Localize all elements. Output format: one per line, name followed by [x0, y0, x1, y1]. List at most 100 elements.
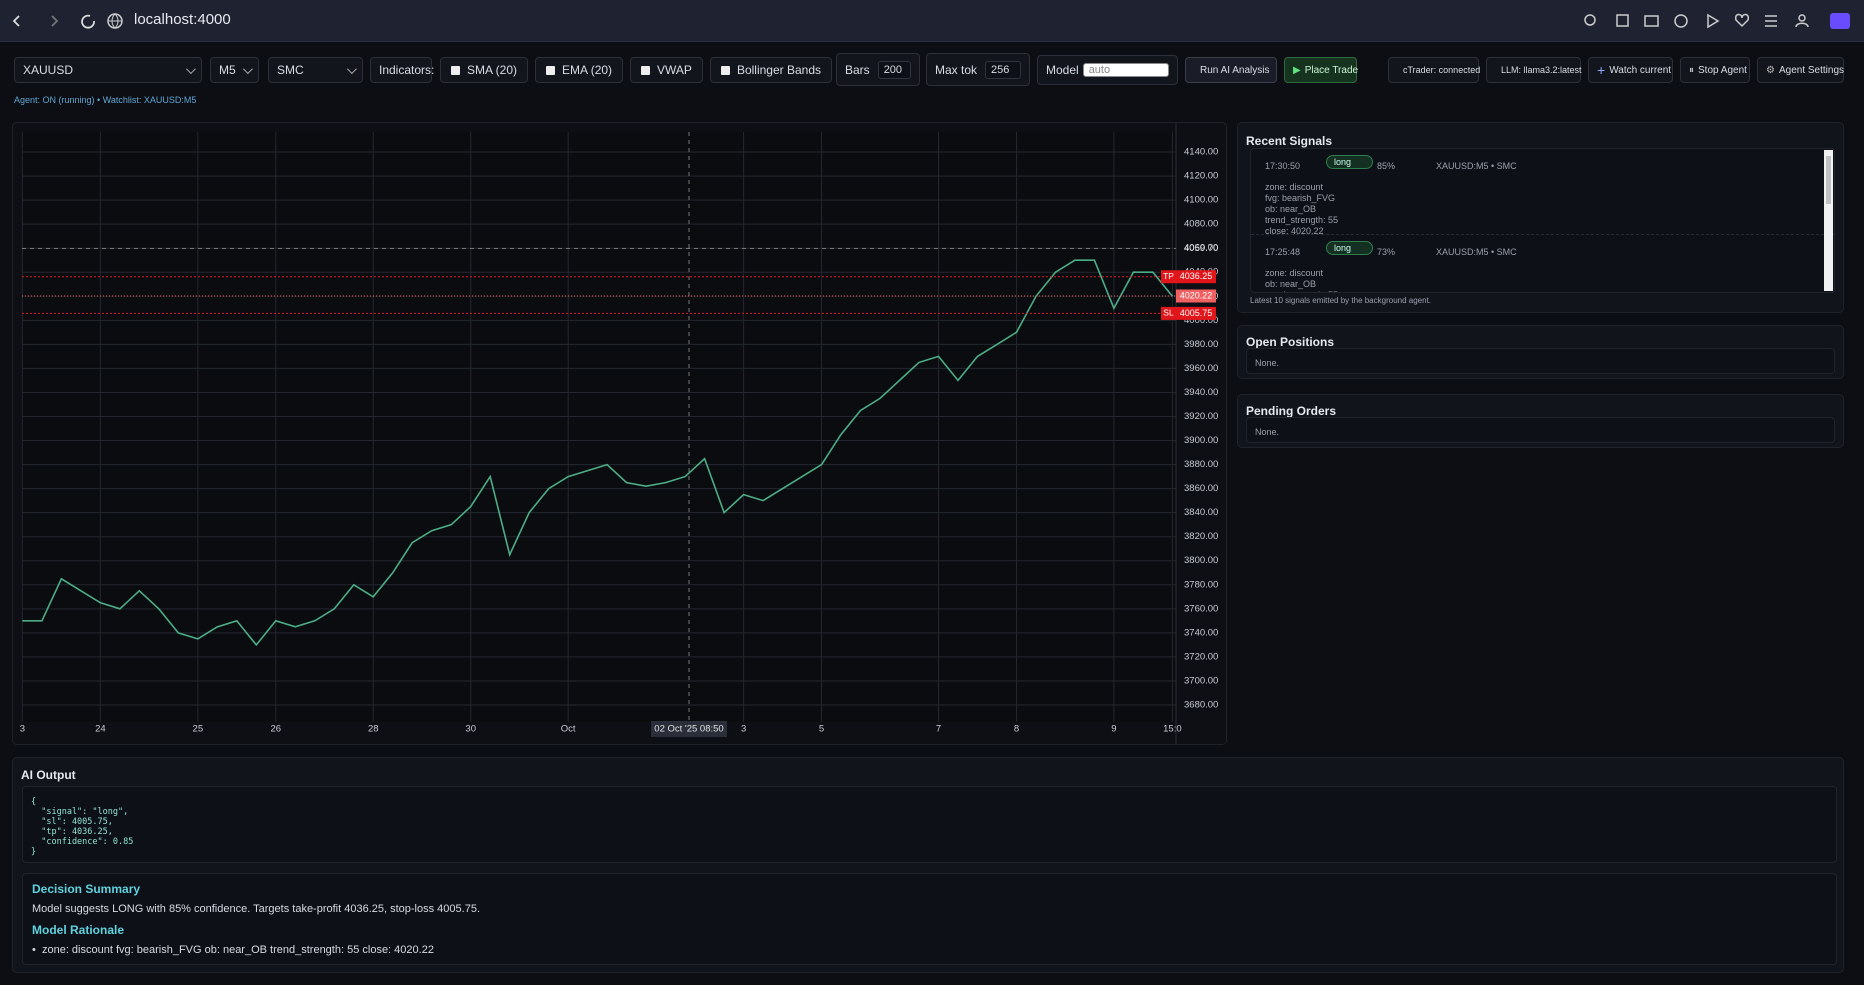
signals-footer: Latest 10 signals emitted by the backgro… — [1250, 296, 1432, 305]
y-tick-label: 3940.00 — [1184, 387, 1218, 398]
level-value-box — [1176, 306, 1216, 320]
place-trade-label: Place Trade — [1304, 64, 1359, 76]
model-label: Model — [1046, 63, 1079, 77]
signal-detail: zone: discount — [1265, 182, 1324, 192]
strategy-select[interactable]: SMC — [268, 57, 363, 83]
settings-label: Agent Settings — [1778, 64, 1845, 76]
model-input[interactable]: auto — [1082, 63, 1169, 77]
browser-bar: localhost:4000 — [0, 0, 1864, 42]
x-tick-label: 3 — [20, 724, 25, 735]
ai-json: { "signal": "long", "sl": 4005.75, "tp":… — [31, 797, 134, 857]
symbol: XAUUSD — [23, 63, 74, 77]
max-tokens-field: Max tok 256 — [926, 53, 1030, 86]
x-tick-label: 5 — [819, 724, 824, 735]
positions-empty: None. — [1246, 348, 1835, 374]
signal-time: 17:25:48 — [1265, 247, 1301, 257]
level-tag-box — [1161, 306, 1176, 320]
status-llm: LLM: llama3.2:latest — [1486, 57, 1582, 83]
signal-side: long — [1326, 241, 1373, 255]
orders-panel: Pending Orders None. — [1237, 394, 1844, 448]
crosshair-time-box — [651, 721, 727, 737]
plot-area — [22, 132, 1176, 722]
nav-icons — [12, 14, 95, 29]
y-tick-label: 3960.00 — [1184, 363, 1218, 374]
y-tick-label: 3680.00 — [1184, 699, 1218, 710]
settings-button[interactable]: ⚙ Agent Settings — [1757, 57, 1844, 83]
indicator-label: SMA (20) — [467, 63, 518, 77]
indicator-toggle[interactable]: SMA (20) — [440, 57, 529, 83]
status-text: cTrader: connected — [1403, 65, 1481, 75]
indicators-label: Indicators: — [370, 57, 434, 83]
browser-actions — [1584, 13, 1850, 29]
y-tick-label: 4080.00 — [1184, 219, 1218, 230]
y-tick-label: 3840.00 — [1184, 507, 1218, 518]
crosshair-price: 4059.70 — [1184, 243, 1218, 254]
bars-input[interactable]: 200 — [877, 60, 911, 79]
timeframe-select[interactable]: M5 — [210, 57, 259, 83]
globe-icon — [107, 13, 123, 29]
signal-item: 17:25:48 long 73% XAUUSD:M5 • SMC zone: disc… — [1251, 235, 1834, 292]
signal-details: zone: discount fvg: bearish_FVG ob: near_O… — [1265, 182, 1338, 237]
x-tick-label: 15:0 — [1163, 724, 1182, 735]
signal-detail: zone: discount — [1265, 268, 1324, 278]
y-tick-label: 3740.00 — [1184, 627, 1218, 638]
y-tick-label: 3700.00 — [1184, 675, 1218, 686]
indicator-toggle[interactable]: EMA (20) — [535, 57, 624, 83]
max-tokens-label: Max tok — [935, 62, 978, 77]
indicator-toggle[interactable]: VWAP — [630, 57, 703, 83]
checkbox — [546, 65, 556, 75]
y-tick-label: 3980.00 — [1184, 339, 1218, 350]
crosshair-time: 02 Oct '25 08:50 — [654, 724, 723, 735]
scrollbar[interactable] — [1824, 150, 1833, 291]
signals-list: 17:30:50 long 85% XAUUSD:M5 • SMC zone: disc… — [1250, 148, 1835, 293]
price-line — [22, 259, 1174, 647]
signal-item: 17:30:50 long 85% XAUUSD:M5 • SMC zone: disc… — [1251, 149, 1834, 237]
panel-title: Open Positions — [1246, 335, 1335, 349]
run-ai-button[interactable]: Run AI Analysis — [1185, 57, 1277, 83]
y-tick-label: 4060.00 — [1184, 243, 1218, 254]
y-tick-label: 3780.00 — [1184, 579, 1218, 590]
code-box: { "signal": "long", "sl": 4005.75, "tp":… — [22, 786, 1837, 863]
watch-label: Watch current — [1609, 64, 1672, 76]
signal-detail: fvg: bearish_FVG — [1265, 193, 1336, 203]
bars-field: Bars 200 — [836, 53, 920, 86]
panel-title: Pending Orders — [1246, 404, 1337, 418]
level-tag: SL — [1163, 308, 1174, 318]
signal-symbol: XAUUSD:M5 • SMC — [1436, 247, 1517, 257]
strategy: SMC — [277, 63, 304, 77]
url[interactable]: localhost:4000 — [134, 11, 231, 28]
y-tick-label: 3880.00 — [1184, 459, 1218, 470]
x-tick-label: 9 — [1111, 724, 1116, 735]
x-tick-label: 28 — [368, 724, 379, 735]
chart-panel: 3680.00 3700.00 3720.00 3740.00 3760.00 3780.… — [12, 122, 1227, 745]
signal-side: long — [1326, 155, 1373, 169]
x-tick-label: 24 — [95, 724, 106, 735]
rationale-item: • zone: discount fvg: bearish_FVG ob: ne… — [32, 944, 434, 956]
symbol-select[interactable]: XAUUSD — [14, 57, 202, 83]
gear-icon: ⚙ — [1766, 64, 1775, 76]
stop-label: Stop Agent — [1698, 64, 1747, 76]
signal-time: 17:30:50 — [1265, 161, 1301, 171]
decision-heading: Decision Summary — [32, 882, 141, 896]
level-tag: TP — [1163, 271, 1174, 281]
y-tick-label: 3860.00 — [1184, 483, 1218, 494]
price-chart: 3680.00 3700.00 3720.00 3740.00 3760.00 3780.… — [20, 123, 1218, 744]
orders-empty: None. — [1246, 417, 1835, 443]
y-tick-label: 4120.00 — [1184, 171, 1218, 182]
indicator-toggle[interactable]: Bollinger Bands — [709, 57, 832, 83]
place-trade-button[interactable]: ▶ Place Trade — [1284, 57, 1359, 83]
last-price-box — [1176, 289, 1216, 303]
signal-detail: ob: near_OB — [1265, 204, 1317, 214]
signal-detail: trend_strength: 55 — [1265, 290, 1338, 292]
y-tick-label: 3900.00 — [1184, 435, 1218, 446]
stop-button[interactable]: ⏸ Stop Agent — [1680, 57, 1750, 83]
agent-status: Agent: ON (running) • Watchlist: XAUUSD:… — [14, 95, 197, 105]
model-field: Model auto — [1037, 55, 1178, 85]
ai-output-panel: AI Output { "signal": "long", "sl": 4005… — [12, 757, 1844, 973]
watch-button[interactable]: + Watch current — [1588, 57, 1673, 83]
level-value-box — [1176, 270, 1216, 284]
play-icon: ▶ — [1293, 64, 1301, 76]
max-tokens-input[interactable]: 256 — [985, 60, 1021, 79]
